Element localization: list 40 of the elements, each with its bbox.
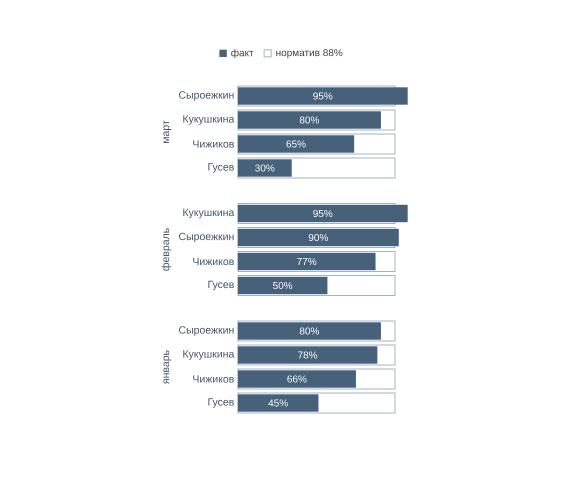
y-tick-label: Кукушкина	[183, 350, 234, 360]
y-tick-label: Гусев	[208, 163, 234, 173]
data-label: 78%	[298, 351, 318, 359]
data-label: 30%	[255, 164, 274, 172]
y-tick-label: Гусев	[208, 280, 234, 290]
bar	[238, 159, 292, 177]
bar	[238, 204, 408, 222]
y-axis-title: февраль	[162, 228, 172, 271]
bar	[238, 111, 381, 129]
data-label: 45%	[268, 399, 288, 407]
data-label: 50%	[273, 282, 292, 290]
data-label: 77%	[297, 258, 316, 266]
y-tick-label: Чижиков	[193, 375, 234, 383]
y-tick-label: Кукушкина	[183, 208, 234, 218]
y-tick-label: Сыроежкин	[179, 91, 234, 101]
y-axis-title: март	[163, 120, 172, 144]
bar	[238, 322, 381, 340]
bar	[238, 87, 408, 105]
y-tick-label: Чижиков	[193, 258, 234, 266]
bar	[238, 370, 356, 388]
y-tick-label: Чижиков	[193, 140, 234, 148]
bar	[238, 135, 354, 153]
bar	[238, 252, 376, 270]
data-label: 95%	[313, 92, 332, 100]
y-tick-label: Сыроежкин	[179, 326, 234, 336]
y-tick-label: Кукушкина	[183, 115, 234, 125]
legend-label: норматив 88%	[276, 49, 342, 58]
data-label: 65%	[286, 140, 306, 148]
data-label: 80%	[300, 327, 320, 335]
data-label: 90%	[308, 234, 328, 242]
y-tick-label: Сыроежкин	[179, 232, 234, 242]
bar	[238, 276, 328, 294]
data-label: 80%	[300, 116, 320, 124]
data-label: 66%	[287, 375, 307, 383]
bar	[238, 394, 318, 412]
bar	[238, 346, 378, 364]
data-label: 95%	[313, 210, 332, 218]
y-axis-title: январь	[163, 350, 172, 384]
legend-label: факт	[231, 48, 254, 58]
y-tick-label: Гусев	[208, 398, 234, 408]
